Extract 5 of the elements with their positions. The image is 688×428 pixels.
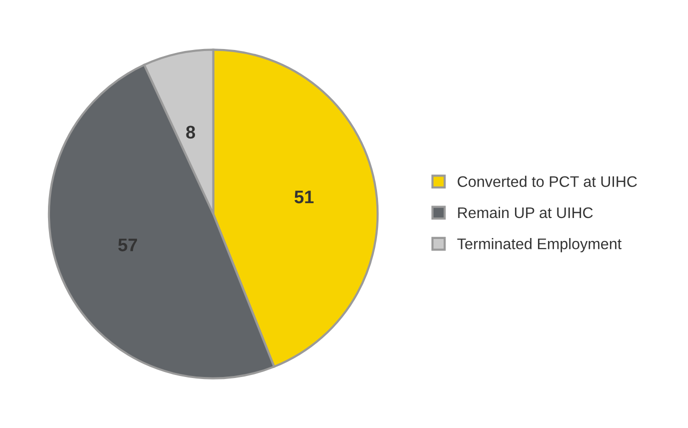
legend-label: Terminated Employment: [457, 238, 622, 252]
data-label: 51: [294, 190, 314, 204]
data-label: 8: [186, 126, 196, 139]
legend-label: Remain UP at UIHC: [458, 206, 593, 218]
legend-label: Converted to PCT at UIHC: [458, 176, 637, 188]
